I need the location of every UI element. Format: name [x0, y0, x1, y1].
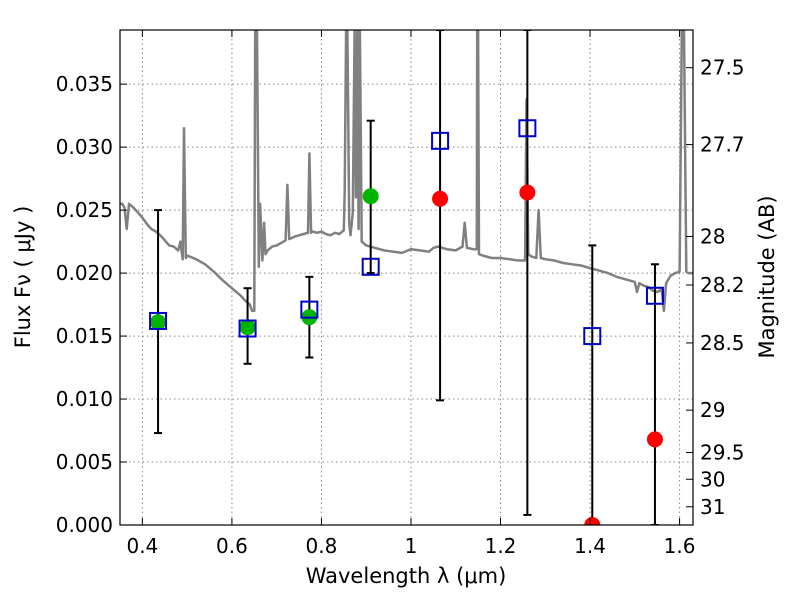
model-band-points: [149, 119, 664, 346]
model-band-square: [518, 119, 537, 138]
observed-point-detected: [150, 314, 167, 331]
observed-point-detected: [239, 319, 256, 336]
y-tick-label: 0.010: [56, 387, 113, 411]
y-tick-label: 0.015: [56, 324, 113, 348]
model-band-square: [583, 327, 602, 346]
magnitude-tick-label: 27.5: [700, 56, 745, 80]
grid: [120, 30, 693, 526]
magnitude-tick-label: 28.5: [700, 331, 745, 355]
y-tick-label: 0.000: [56, 513, 113, 537]
magnitude-tick-label: 29.5: [700, 441, 745, 465]
y2-axis-label: Magnitude (AB): [755, 195, 779, 358]
x-tick-label: 1: [405, 534, 418, 558]
y-axis-ticks: 0.000 0.005 0.010 0.015 0.020 0.025 0.030 0.035: [56, 72, 127, 537]
plot-frame: [119, 29, 694, 526]
plot-area: [120, 30, 693, 525]
x-tick-label: 0.8: [306, 534, 338, 558]
model-band-square: [149, 311, 168, 330]
y-axis-label: Flux Fν ( μJy ): [11, 206, 35, 349]
x-axis-ticks: 0.4 0.6 0.8 1 1.2 1.4 1.6: [126, 30, 695, 558]
observed-points: [150, 184, 663, 525]
y-tick-label: 0.030: [56, 135, 113, 159]
x-tick-label: 1.4: [574, 534, 606, 558]
model-band-square: [238, 319, 257, 338]
observed-point-nondetected: [432, 190, 449, 207]
x-tick-label: 1.2: [485, 534, 517, 558]
error-bars: [154, 30, 659, 525]
magnitude-tick-label: 31: [700, 495, 725, 519]
y-tick-label: 0.005: [56, 450, 113, 474]
x-tick-label: 0.6: [216, 534, 248, 558]
x-tick-label: 0.4: [126, 534, 158, 558]
magnitude-axis-ticks: 27.5 27.7 28 28.2 28.5 29 29.530 31: [686, 56, 745, 519]
model-band-square: [361, 257, 380, 276]
observed-point-nondetected: [584, 517, 601, 525]
model-band-square: [300, 300, 319, 319]
x-tick-label: 1.6: [664, 534, 696, 558]
y-tick-label: 0.020: [56, 261, 113, 285]
magnitude-tick-label: 28.2: [700, 273, 745, 297]
y-tick-label: 0.025: [56, 198, 113, 222]
x-axis-label: Wavelength λ (μm): [306, 564, 507, 588]
magnitude-tick-label: 29: [700, 398, 725, 422]
magnitude-tick-label: 30: [700, 467, 725, 491]
magnitude-tick-label: 28: [700, 224, 725, 248]
model-band-square: [645, 286, 664, 305]
magnitude-tick-label: 27.7: [700, 133, 745, 157]
y-tick-label: 0.035: [56, 72, 113, 96]
model-band-square: [431, 131, 450, 150]
observed-point-nondetected: [519, 184, 536, 201]
observed-point-nondetected: [646, 431, 663, 448]
observed-point-detected: [362, 188, 379, 205]
